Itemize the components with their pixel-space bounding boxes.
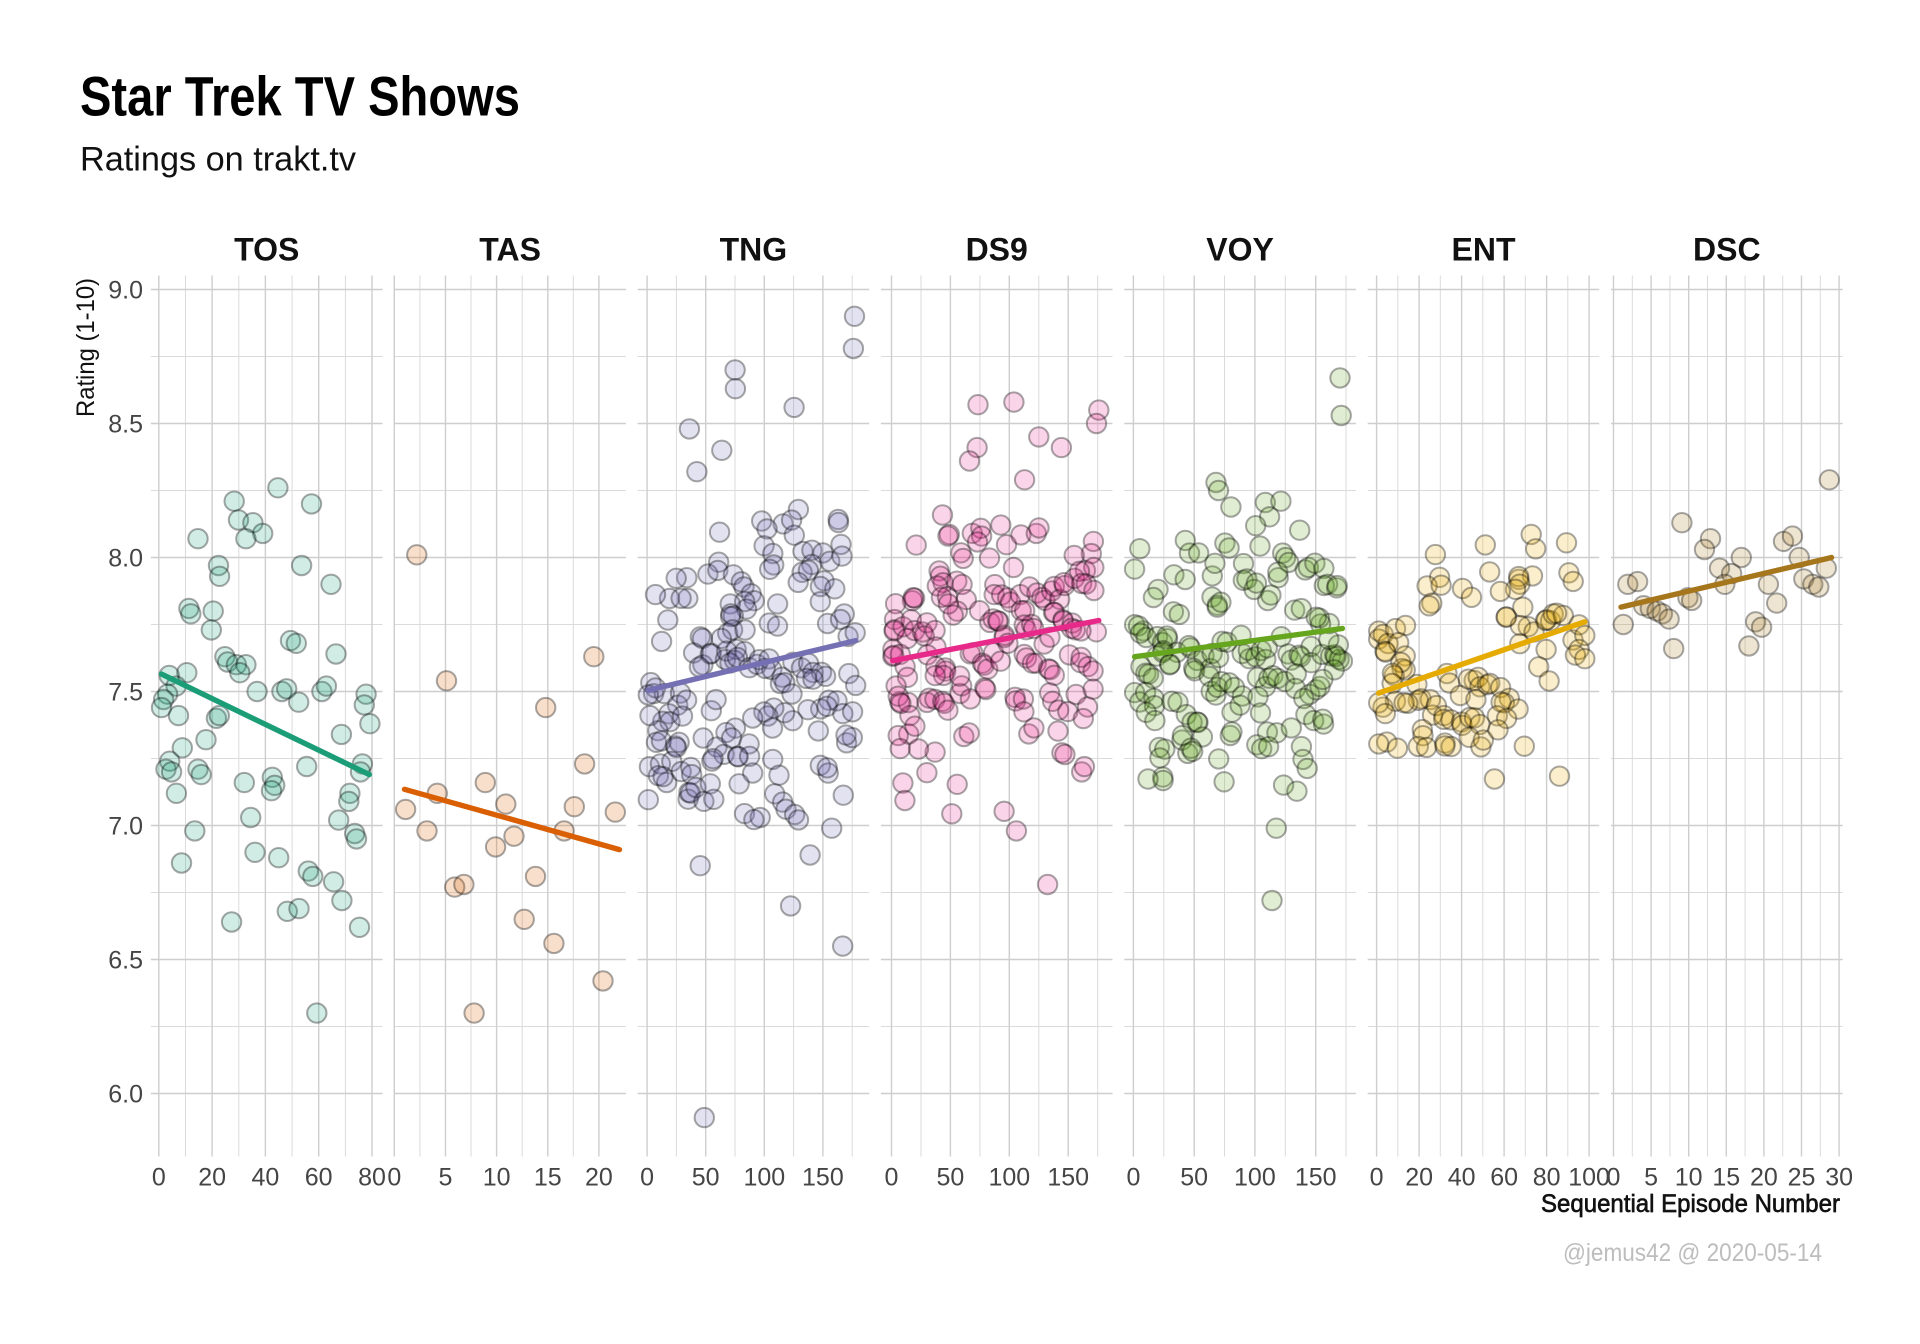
svg-text:40: 40: [1448, 1164, 1476, 1192]
svg-text:50: 50: [936, 1164, 964, 1192]
svg-text:100: 100: [743, 1164, 785, 1192]
svg-text:20: 20: [1405, 1164, 1433, 1192]
svg-text:150: 150: [1047, 1164, 1089, 1192]
svg-text:5: 5: [1644, 1164, 1658, 1192]
svg-text:100: 100: [988, 1164, 1030, 1192]
svg-text:40: 40: [251, 1164, 279, 1192]
svg-text:Sequential Episode Number: Sequential Episode Number: [1541, 1190, 1840, 1218]
svg-text:8.0: 8.0: [108, 545, 143, 573]
svg-text:VOY: VOY: [1206, 232, 1274, 268]
svg-text:50: 50: [692, 1164, 720, 1192]
svg-text:Rating (1-10): Rating (1-10): [72, 278, 100, 417]
svg-text:0: 0: [1370, 1164, 1384, 1192]
svg-text:DSC: DSC: [1693, 232, 1761, 268]
svg-text:0: 0: [387, 1164, 401, 1192]
svg-text:7.0: 7.0: [108, 813, 143, 841]
svg-text:5: 5: [439, 1164, 453, 1192]
svg-text:15: 15: [534, 1164, 562, 1192]
svg-text:25: 25: [1788, 1164, 1816, 1192]
svg-text:Ratings on trakt.tv: Ratings on trakt.tv: [80, 141, 356, 179]
svg-text:60: 60: [305, 1164, 333, 1192]
svg-text:100: 100: [1568, 1164, 1610, 1192]
svg-text:150: 150: [1295, 1164, 1337, 1192]
svg-text:0: 0: [885, 1164, 899, 1192]
svg-text:10: 10: [483, 1164, 511, 1192]
svg-text:60: 60: [1490, 1164, 1518, 1192]
svg-text:30: 30: [1825, 1164, 1853, 1192]
svg-text:80: 80: [1533, 1164, 1561, 1192]
svg-text:0: 0: [1126, 1164, 1140, 1192]
svg-text:15: 15: [1712, 1164, 1740, 1192]
svg-text:0: 0: [640, 1164, 654, 1192]
svg-text:7.5: 7.5: [108, 679, 143, 707]
svg-text:6.0: 6.0: [108, 1081, 143, 1109]
svg-text:TAS: TAS: [479, 232, 541, 268]
svg-text:50: 50: [1180, 1164, 1208, 1192]
svg-text:10: 10: [1675, 1164, 1703, 1192]
svg-text:20: 20: [198, 1164, 226, 1192]
svg-text:6.5: 6.5: [108, 947, 143, 975]
svg-text:TOS: TOS: [234, 232, 299, 268]
svg-text:100: 100: [1234, 1164, 1276, 1192]
svg-text:80: 80: [358, 1164, 386, 1192]
svg-text:@jemus42 @ 2020-05-14: @jemus42 @ 2020-05-14: [1563, 1239, 1822, 1267]
svg-text:TNG: TNG: [720, 232, 788, 268]
svg-text:20: 20: [585, 1164, 613, 1192]
svg-text:0: 0: [152, 1164, 166, 1192]
svg-text:DS9: DS9: [966, 232, 1028, 268]
svg-text:9.0: 9.0: [108, 277, 143, 305]
svg-text:0: 0: [1607, 1164, 1621, 1192]
svg-text:8.5: 8.5: [108, 411, 143, 439]
svg-text:Star Trek TV Shows: Star Trek TV Shows: [80, 65, 520, 128]
svg-text:150: 150: [802, 1164, 844, 1192]
svg-text:20: 20: [1750, 1164, 1778, 1192]
svg-text:ENT: ENT: [1452, 232, 1516, 268]
